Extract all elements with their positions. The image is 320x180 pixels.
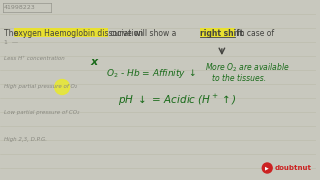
Text: Less H⁺ concentration: Less H⁺ concentration [4, 55, 65, 60]
Text: The: The [4, 28, 20, 37]
Text: High partial pressure of O₂: High partial pressure of O₂ [4, 84, 77, 89]
Text: to the tissues.: to the tissues. [212, 73, 266, 82]
Text: oxygen Haemoglobin dissociation: oxygen Haemoglobin dissociation [14, 28, 143, 37]
Text: Low partial pressure of CO₂: Low partial pressure of CO₂ [4, 109, 79, 114]
Circle shape [55, 80, 69, 94]
Text: High 2,3, D.P.G.: High 2,3, D.P.G. [4, 138, 47, 143]
Text: 1  —: 1 — [4, 39, 18, 44]
Text: 41998223: 41998223 [4, 5, 36, 10]
Bar [14, 28, 108, 37]
Text: O$_2$ - Hb = Affinity $\downarrow$: O$_2$ - Hb = Affinity $\downarrow$ [107, 66, 197, 80]
Text: in case of: in case of [235, 28, 274, 37]
Text: right shift: right shift [200, 28, 244, 37]
Text: doubtnut: doubtnut [274, 165, 311, 171]
Bar [200, 28, 235, 37]
Circle shape [262, 163, 272, 173]
Text: x: x [90, 57, 97, 67]
Text: curve will show a: curve will show a [108, 28, 179, 37]
Text: ▶: ▶ [265, 165, 269, 170]
Text: More O$_2$ are available: More O$_2$ are available [205, 62, 290, 74]
Text: pH $\downarrow$ = Acidic (H$^+$$\uparrow$): pH $\downarrow$ = Acidic (H$^+$$\uparrow… [118, 93, 237, 108]
